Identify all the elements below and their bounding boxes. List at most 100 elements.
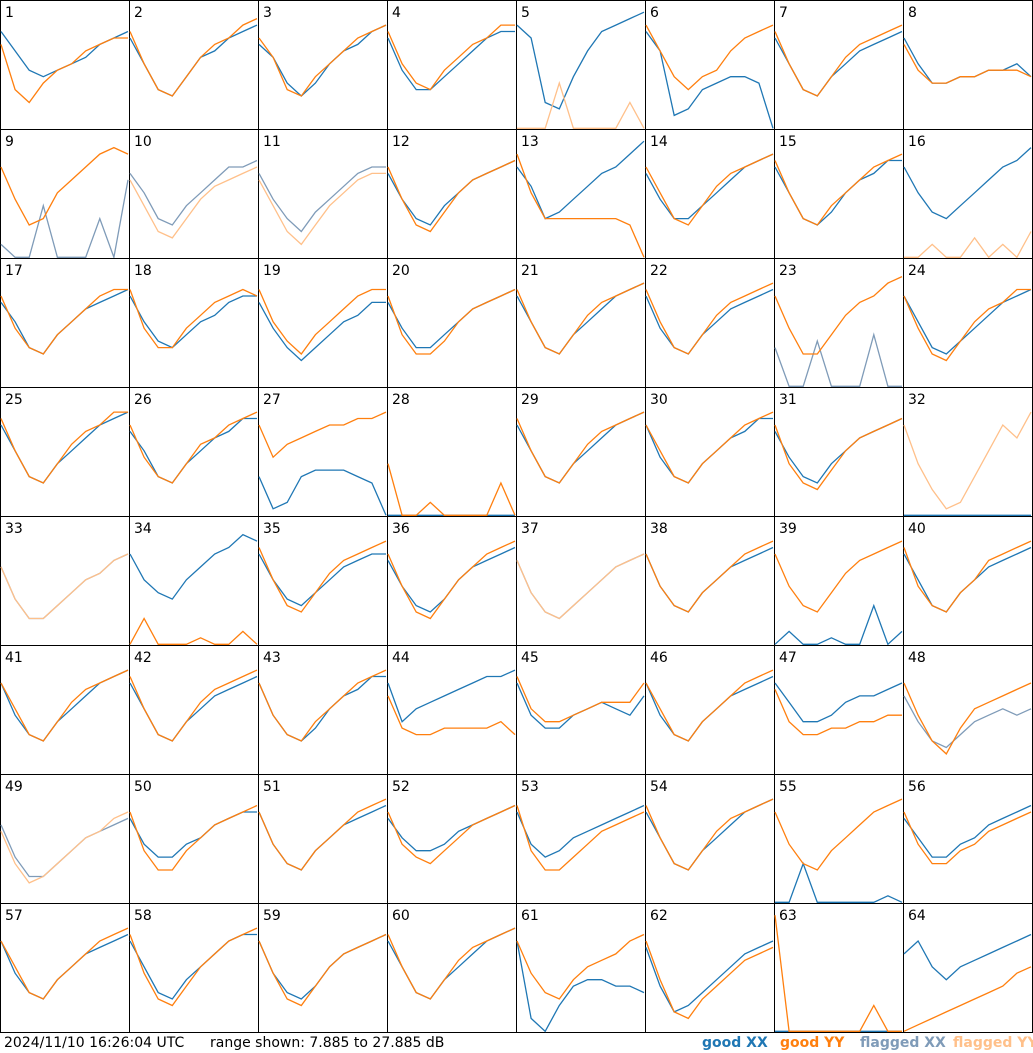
trace-yy xyxy=(516,805,645,871)
panel xyxy=(0,903,130,1033)
panel-label: 16 xyxy=(908,134,926,150)
trace-xx xyxy=(903,695,1032,749)
panel-label: 43 xyxy=(263,650,281,666)
panel-label: 38 xyxy=(650,521,668,537)
panel-label: 20 xyxy=(392,263,410,279)
trace-yy xyxy=(774,24,903,97)
panel-label: 42 xyxy=(134,650,152,666)
range-text: range shown: 7.885 to 27.885 dB xyxy=(210,1035,444,1051)
panel-label: 56 xyxy=(908,779,926,795)
trace-xx xyxy=(387,669,516,723)
trace-yy xyxy=(258,669,387,742)
trace-yy xyxy=(258,933,387,1007)
trace-yy xyxy=(516,553,645,620)
trace-yy xyxy=(645,24,774,91)
legend-entry: good XX xyxy=(702,1035,768,1051)
panel-label: 58 xyxy=(134,908,152,924)
panel-label: 3 xyxy=(263,5,272,21)
panel xyxy=(0,258,130,388)
panel xyxy=(258,774,388,904)
trace-yy xyxy=(774,276,903,355)
panel-label: 7 xyxy=(779,5,788,21)
trace-yy xyxy=(129,804,258,871)
panel xyxy=(516,903,646,1033)
panel-label: 22 xyxy=(650,263,668,279)
panel xyxy=(387,129,517,259)
panel-label: 4 xyxy=(392,5,401,21)
trace-yy xyxy=(903,682,1032,755)
trace-yy xyxy=(129,166,258,239)
panel-label: 1 xyxy=(5,5,14,21)
panel-label: 14 xyxy=(650,134,668,150)
trace-yy xyxy=(903,44,1032,84)
trace-yy xyxy=(258,288,386,355)
trace-xx xyxy=(258,553,386,607)
trace-yy xyxy=(387,288,516,355)
panel xyxy=(645,774,775,904)
panel xyxy=(258,645,388,775)
panel xyxy=(387,516,517,646)
panel xyxy=(129,387,259,517)
trace-yy xyxy=(129,669,258,742)
trace-yy xyxy=(129,411,258,484)
trace-yy xyxy=(516,676,645,723)
trace-yy xyxy=(129,617,258,645)
trace-xx xyxy=(645,288,774,355)
trace-yy xyxy=(645,411,774,484)
trace-xx xyxy=(516,140,645,220)
trace-yy xyxy=(387,540,516,620)
panel xyxy=(516,774,646,904)
trace-xx xyxy=(645,31,774,129)
panel-label: 52 xyxy=(392,779,410,795)
panel-label: 30 xyxy=(650,392,668,408)
trace-yy xyxy=(258,24,387,97)
trace-yy xyxy=(387,159,516,233)
trace-yy xyxy=(0,411,128,484)
panel-label: 31 xyxy=(779,392,797,408)
panel-label: 61 xyxy=(521,908,539,924)
trace-yy xyxy=(645,798,774,871)
panel-label: 12 xyxy=(392,134,410,150)
panel-label: 29 xyxy=(521,392,539,408)
trace-yy xyxy=(0,553,129,620)
panel xyxy=(258,516,388,646)
trace-yy xyxy=(129,18,258,97)
trace-yy xyxy=(258,411,387,459)
trace-yy xyxy=(129,927,258,1007)
trace-yy xyxy=(516,933,645,1000)
trace-yy xyxy=(387,463,516,516)
panel xyxy=(0,645,130,775)
panel xyxy=(903,258,1033,388)
panel-label: 21 xyxy=(521,263,539,279)
panel-label: 44 xyxy=(392,650,410,666)
panel-label: 40 xyxy=(908,521,926,537)
trace-xx xyxy=(129,417,257,484)
panel xyxy=(516,387,646,517)
panel-label: 26 xyxy=(134,392,152,408)
trace-yy xyxy=(517,80,645,129)
panel xyxy=(258,129,388,259)
trace-yy xyxy=(774,540,903,613)
trace-yy xyxy=(645,282,774,355)
panel xyxy=(0,0,130,130)
panel xyxy=(903,129,1033,259)
trace-xx xyxy=(258,469,387,516)
panel xyxy=(258,258,388,388)
panel xyxy=(0,774,130,904)
trace-yy xyxy=(516,282,645,355)
panel-label: 36 xyxy=(392,521,410,537)
trace-xx xyxy=(775,861,903,903)
panel xyxy=(903,645,1033,775)
panel xyxy=(129,0,259,130)
trace-xx xyxy=(129,159,258,226)
trace-yy xyxy=(129,288,258,349)
trace-yy xyxy=(774,153,903,226)
trace-xx xyxy=(903,804,1032,858)
trace-yy xyxy=(903,411,1032,510)
panel xyxy=(903,387,1033,517)
panel-label: 60 xyxy=(392,908,410,924)
panel xyxy=(774,129,904,259)
trace-yy xyxy=(903,540,1032,613)
